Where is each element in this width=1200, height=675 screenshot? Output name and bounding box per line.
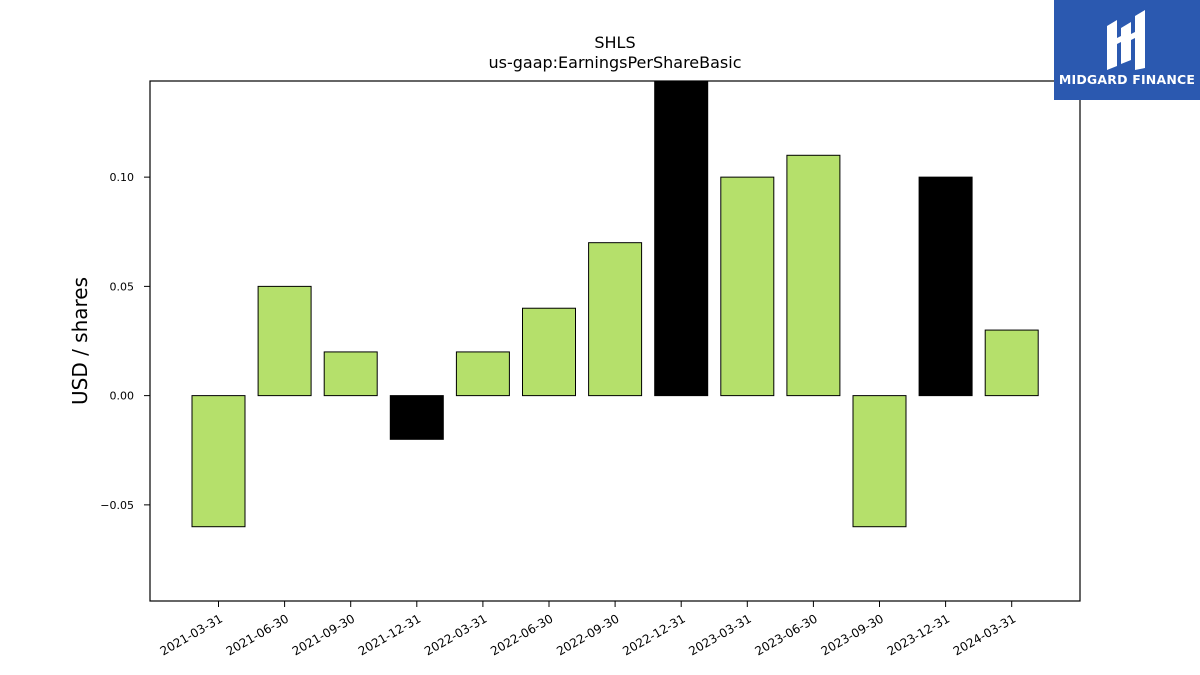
bar-2022-03-31: [455, 351, 510, 397]
y-tick-label: 0.10: [110, 171, 135, 184]
brand-name: MIDGARD FINANCE: [1058, 72, 1196, 87]
y-tick-label: 0.00: [110, 390, 135, 403]
x-tick-label: 2023-09-30: [819, 611, 886, 658]
chart-title: SHLS: [594, 33, 635, 52]
y-tick-label: 0.05: [110, 280, 135, 293]
x-tick-label: 2022-12-31: [620, 611, 687, 658]
chart-subtitle: us-gaap:EarningsPerShareBasic: [488, 53, 741, 72]
x-tick-label: 2022-09-30: [554, 611, 621, 658]
x-tick-label: 2024-03-31: [951, 611, 1018, 658]
x-tick-label: 2021-03-31: [158, 611, 225, 658]
bar-2023-03-31: [720, 176, 775, 397]
x-tick-label: 2023-06-30: [752, 611, 819, 658]
bar-2021-03-31: [191, 395, 246, 528]
x-tick-label: 2023-03-31: [686, 611, 753, 658]
bar-2024-03-31: [984, 329, 1039, 397]
bar-2021-09-30: [323, 351, 378, 397]
y-axis-label: USD / shares: [68, 277, 92, 405]
brand-logo: MIDGARD FINANCE: [1054, 0, 1200, 100]
x-tick-label: 2022-06-30: [488, 611, 555, 658]
y-ticks-group: −0.05 0.00 0.05 0.10: [100, 171, 150, 512]
bar-2022-06-30: [522, 307, 576, 397]
x-tick-label: 2023-12-31: [885, 611, 952, 658]
bar-2021-06-30: [257, 285, 312, 397]
plot-frame: [149, 80, 1081, 602]
x-tick-label: 2021-09-30: [290, 611, 357, 658]
x-tick-label: 2022-03-31: [422, 611, 489, 658]
bar-2022-12-31: [654, 80, 709, 397]
y-tick-label: −0.05: [100, 499, 134, 512]
bar-2023-06-30: [786, 154, 841, 397]
bar-2022-09-30: [588, 242, 643, 397]
bar-2023-12-31: [918, 176, 973, 397]
midgard-logo-icon: [1107, 10, 1145, 70]
bars-group: [191, 80, 1039, 528]
x-tick-label: 2021-12-31: [356, 611, 423, 658]
x-ticks-group: 2021-03-312021-06-302021-09-302021-12-31…: [158, 601, 1018, 658]
bar-2023-09-30: [852, 395, 907, 528]
bar-2021-12-31: [389, 395, 444, 440]
x-tick-label: 2021-06-30: [224, 611, 291, 658]
